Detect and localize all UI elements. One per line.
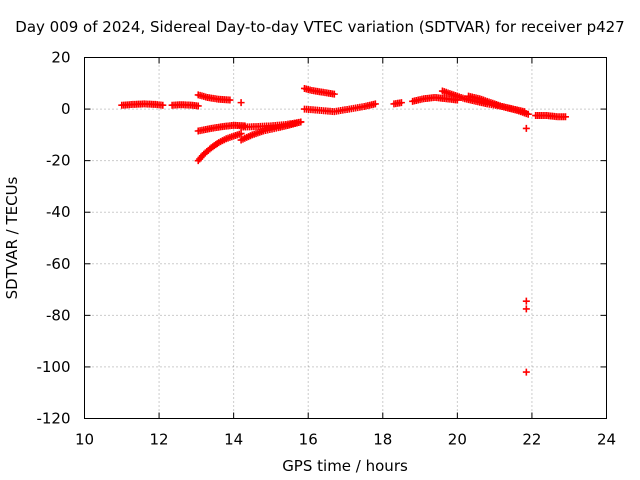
data-point [522,124,530,132]
y-tick-label: -120 [36,410,70,428]
x-axis-label: GPS time / hours [282,457,408,475]
y-axis-label: SDTVAR / TECUs [3,176,21,300]
y-tick-label: -80 [46,306,71,324]
data-point [297,118,305,126]
data-point [371,100,379,108]
x-tick-label: 14 [224,431,243,449]
x-tick-label: 10 [75,431,94,449]
y-tick-label: -40 [46,203,71,221]
x-tick-label: 18 [373,431,392,449]
data-point [237,99,245,107]
x-tick-label: 20 [448,431,467,449]
data-point [524,110,532,118]
data-point [522,368,530,376]
y-axis-ticks: 20 0 -20 -40 -60 -80 -100 -120 [36,49,607,428]
y-tick-label: 20 [51,49,70,67]
data-point [522,297,530,305]
data-point [520,108,528,116]
data-point [561,113,569,121]
x-tick-label: 16 [299,431,318,449]
y-tick-label: -20 [46,152,71,170]
y-tick-label: 0 [61,100,71,118]
data-series [118,84,569,376]
y-tick-label: -60 [46,255,71,273]
data-point [237,130,245,138]
x-axis-ticks: 10 12 14 16 18 20 22 24 [75,57,616,449]
chart-title: Day 009 of 2024, Sidereal Day-to-day VTE… [15,18,625,36]
x-tick-label: 12 [150,431,169,449]
data-point [226,96,234,104]
data-point [330,90,338,98]
plot-frame [84,57,607,419]
data-point [194,102,202,110]
data-point [159,101,167,109]
y-tick-label: -100 [36,358,70,376]
x-tick-label: 24 [597,431,616,449]
x-tick-label: 22 [522,431,541,449]
data-point [522,305,530,313]
data-point [397,99,405,107]
